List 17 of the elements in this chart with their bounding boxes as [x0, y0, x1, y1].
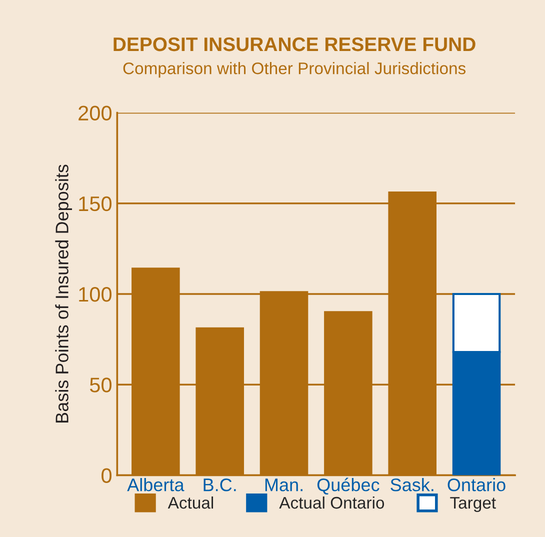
x-tick-label: B.C.: [204, 478, 236, 492]
y-tick-label: 100: [79, 287, 112, 302]
y-tick-label: 200: [78, 106, 112, 121]
x-tick-label: Man.: [265, 478, 302, 492]
y-tick-label: 150: [79, 196, 112, 212]
y-tick-label: 0: [102, 468, 112, 483]
legend-label: Target: [450, 497, 496, 512]
x-tick-label: Ontario: [448, 478, 506, 492]
x-tick-label: Québec: [317, 478, 380, 495]
legend-label: Actual: [168, 496, 214, 509]
chart-subtitle: Comparison with Other Provincial Jurisdictions: [123, 62, 466, 78]
legend-label: Actual Ontario: [279, 496, 384, 509]
chart-title: DEPOSIT INSURANCE RESERVE FUND: [114, 37, 476, 52]
x-tick-label: Sask.: [390, 478, 434, 492]
y-axis-title: Basis Points of Insured Deposits: [55, 164, 72, 422]
x-tick-label: Alberta: [127, 478, 184, 492]
y-tick-label: 50: [90, 378, 112, 392]
